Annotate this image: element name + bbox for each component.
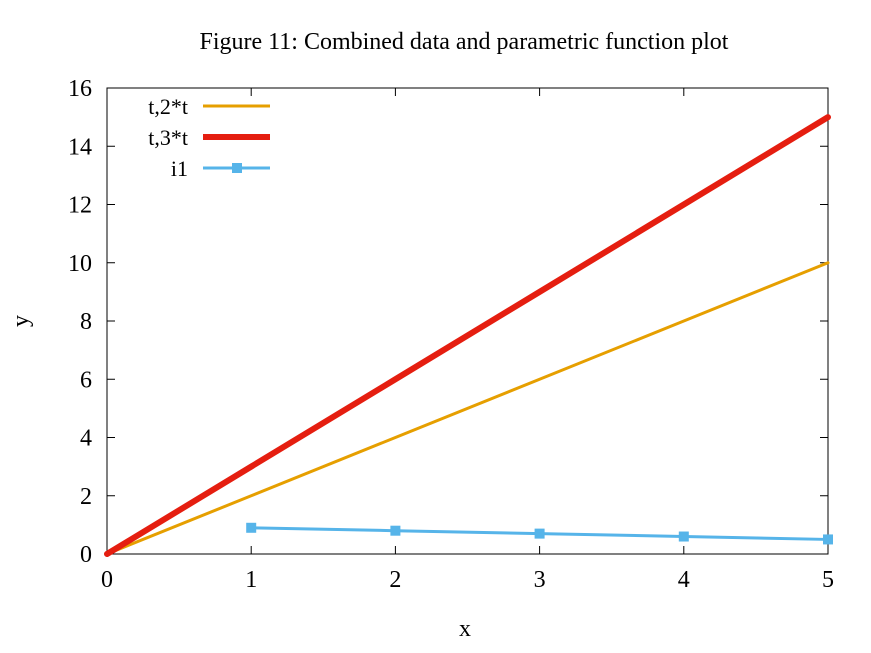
tick-marks [106, 87, 829, 555]
series-markers [246, 522, 833, 545]
x-tick-label: 4 [678, 567, 690, 593]
series-point-2 [534, 528, 545, 539]
series-point-2 [678, 531, 689, 542]
series-line-1 [104, 114, 831, 557]
y-tick-label: 16 [68, 76, 92, 102]
chart-title: Figure 11: Combined data and parametric … [200, 29, 729, 55]
legend-label-2: i1 [171, 156, 188, 181]
y-tick-label: 2 [80, 484, 92, 510]
legend-label-0: t,2*t [148, 94, 188, 119]
series-point-2 [823, 534, 833, 545]
legend-marker-2 [232, 163, 242, 173]
x-tick-label: 2 [389, 567, 401, 593]
x-tick-label: 5 [822, 567, 834, 593]
x-axis-label: x [459, 616, 471, 642]
y-tick-label: 0 [80, 542, 92, 568]
series-point-2 [390, 525, 401, 536]
series-lines [104, 114, 831, 557]
x-tick-label: 1 [245, 567, 257, 593]
y-tick-label: 12 [68, 193, 92, 219]
y-tick-label: 10 [68, 251, 92, 277]
y-tick-label: 6 [80, 367, 92, 393]
legend: t,2*t t,3*t i1 [148, 94, 270, 181]
series-point-2 [246, 522, 257, 533]
y-tick-label: 14 [68, 134, 92, 160]
x-tick-label: 3 [534, 567, 546, 593]
legend-label-1: t,3*t [148, 125, 188, 150]
series-line-0 [105, 261, 830, 556]
x-tick-label: 0 [101, 567, 113, 593]
y-tick-labels: 0 2 4 6 8 10 12 14 16 [68, 76, 92, 568]
plot-frame [106, 87, 829, 555]
y-axis-label: y [8, 315, 34, 327]
y-tick-label: 4 [80, 426, 92, 452]
x-tick-labels: 0 1 2 3 4 5 [101, 567, 834, 593]
y-tick-label: 8 [80, 309, 92, 335]
